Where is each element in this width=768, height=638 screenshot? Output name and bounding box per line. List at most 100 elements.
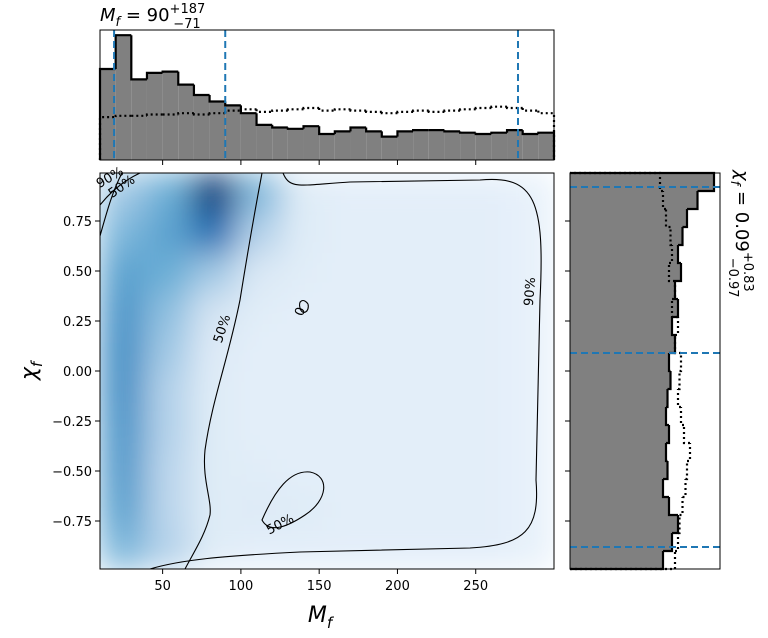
heat-cell xyxy=(281,450,328,491)
hist-bar xyxy=(570,173,714,191)
heat-cell xyxy=(508,410,554,451)
hist-outline xyxy=(661,479,669,499)
heat-cell xyxy=(281,212,328,253)
prior-step xyxy=(286,108,304,111)
hist-outline xyxy=(412,129,429,132)
y-tick-label: 0.50 xyxy=(63,265,92,280)
hist-outline xyxy=(177,71,194,86)
heat-cell xyxy=(190,529,237,569)
hist-bar xyxy=(522,134,539,160)
heat-cell xyxy=(417,450,464,491)
hist-bar xyxy=(475,134,492,160)
prior-step xyxy=(679,353,683,373)
heat-cell xyxy=(236,410,283,451)
hist-bar xyxy=(570,407,666,425)
prior-step xyxy=(427,110,445,113)
heat-cell xyxy=(327,173,373,214)
hist-outline xyxy=(687,191,699,211)
heat-cell xyxy=(463,450,510,491)
heat-cell xyxy=(190,331,237,372)
hist-bar xyxy=(570,515,678,533)
hist-outline xyxy=(255,113,273,126)
y-axis-label: χf xyxy=(17,359,46,381)
prior-step xyxy=(302,106,320,110)
heat-cell xyxy=(372,450,419,491)
heat-cell xyxy=(100,410,146,451)
heat-cell xyxy=(145,252,192,293)
hist-bar xyxy=(570,191,698,209)
heat-cell xyxy=(281,331,328,372)
hist-outline xyxy=(192,84,210,97)
prior-step xyxy=(667,263,675,283)
heat-cell xyxy=(100,252,146,293)
hist-bar xyxy=(350,127,367,160)
heat-cell xyxy=(463,252,510,293)
heat-cell xyxy=(145,450,192,491)
prior-step xyxy=(505,106,523,110)
hist-bar xyxy=(272,127,288,160)
heat-cell xyxy=(145,212,192,253)
heat-cell xyxy=(281,410,328,451)
hist-bar xyxy=(460,132,476,160)
hist-outline xyxy=(521,130,539,136)
hist-bar xyxy=(334,131,351,160)
hist-bar xyxy=(538,132,554,160)
hist-bar xyxy=(131,79,147,160)
hist-bar xyxy=(146,72,163,160)
hist-outline xyxy=(145,71,163,80)
prior-step xyxy=(679,407,684,427)
hist-outline xyxy=(302,125,320,129)
hist-bar xyxy=(570,425,669,443)
hist-outline xyxy=(271,124,288,129)
hist-outline xyxy=(666,389,669,409)
prior-step xyxy=(685,461,689,481)
prior-step xyxy=(145,113,163,116)
heat-cell xyxy=(463,331,510,372)
heat-cell xyxy=(100,331,146,372)
prior-step xyxy=(239,108,257,111)
heat-cell xyxy=(281,489,328,530)
contour xyxy=(100,173,123,237)
heat-cell xyxy=(236,212,283,253)
hist-bar xyxy=(570,371,671,389)
heat-cell xyxy=(100,173,146,214)
heat-cell xyxy=(100,529,146,569)
hist-outline xyxy=(670,317,675,337)
heat-cell xyxy=(145,529,192,569)
heat-cell xyxy=(417,410,464,451)
hist-bar xyxy=(570,209,687,227)
heat-cell xyxy=(236,371,283,412)
hist-outline xyxy=(664,407,669,427)
prior-step xyxy=(349,109,367,112)
prior-step xyxy=(271,109,288,112)
hist-bar xyxy=(428,130,445,160)
prior-step xyxy=(678,515,681,535)
heat-cell xyxy=(508,291,554,332)
hist-bar xyxy=(570,245,678,263)
hist-bar xyxy=(570,389,668,407)
hist-bar xyxy=(570,551,663,569)
hist-outline xyxy=(490,131,508,134)
prior-step xyxy=(490,105,508,108)
prior-step xyxy=(682,425,690,445)
hist-outline xyxy=(208,95,226,103)
hist-outline xyxy=(667,371,672,391)
hist-bar xyxy=(319,134,335,160)
hist-bar xyxy=(491,132,508,160)
hist-bar xyxy=(444,131,461,160)
x-axis-label: Mf xyxy=(308,603,335,632)
heat-cell xyxy=(190,173,237,214)
heat-cell xyxy=(463,371,510,412)
hist-bar xyxy=(507,130,523,160)
right-title: χf = 0.09+0.83−0.97 xyxy=(725,169,755,298)
y-tick-label: 0.25 xyxy=(63,315,92,330)
prior-step xyxy=(669,227,672,247)
hist-outline xyxy=(682,209,689,229)
hist-bar xyxy=(162,71,179,160)
prior-step xyxy=(177,112,194,115)
heat-cell xyxy=(372,371,419,412)
y-tick-label: 0.00 xyxy=(63,365,92,380)
heat-cell xyxy=(508,450,554,491)
hist-bar xyxy=(115,35,132,161)
prior-step xyxy=(380,111,398,115)
